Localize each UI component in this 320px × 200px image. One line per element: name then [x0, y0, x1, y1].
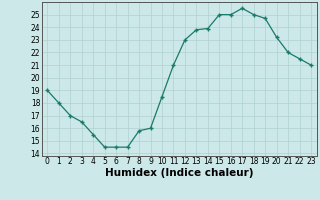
X-axis label: Humidex (Indice chaleur): Humidex (Indice chaleur)	[105, 168, 253, 178]
